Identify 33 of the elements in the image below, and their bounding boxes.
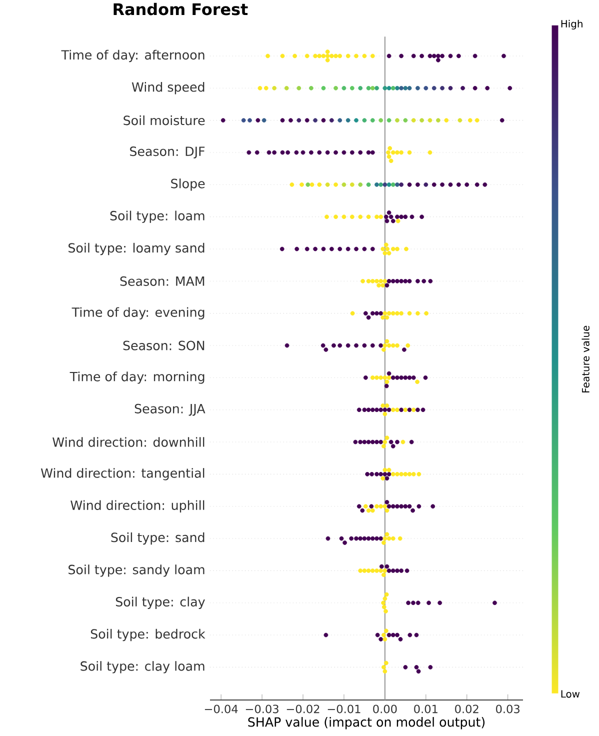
- x-tick-label: −0.04: [204, 704, 238, 714]
- y-tick-label: Time of day: afternoon: [61, 50, 204, 62]
- x-axis-title: SHAP value (impact on model output): [248, 717, 485, 730]
- y-tick-label: Soil type: loam: [110, 210, 204, 223]
- y-tick-label: Time of day: morning: [70, 372, 204, 384]
- y-tick-label: Wind speed: [132, 82, 204, 94]
- chart-title: Random Forest: [114, 2, 248, 16]
- y-tick-label: Wind direction: downhill: [52, 437, 204, 447]
- y-tick-label: Soil type: sandy loam: [68, 564, 204, 577]
- y-tick-label: Soil type: clay loam: [80, 661, 204, 674]
- x-tick-label: 0.02: [455, 704, 478, 714]
- color-bar-label: Low: [561, 690, 580, 698]
- y-tick-label: Season: SON: [123, 340, 204, 350]
- y-tick-label: Soil type: loamy sand: [68, 242, 204, 256]
- y-tick-label: Soil moisture: [124, 115, 205, 126]
- x-tick-label: 0.00: [373, 704, 397, 714]
- y-tick-label: Slope: [171, 178, 205, 191]
- y-tick-label: Wind direction: uphill: [70, 500, 204, 512]
- y-tick-label: Soil type: clay: [116, 596, 205, 609]
- y-tick-label: Wind direction: tangential: [40, 468, 204, 480]
- x-tick-label: 0.03: [496, 704, 520, 714]
- x-tick-label: 0.01: [414, 704, 438, 714]
- y-tick-label: Season: DJF: [130, 146, 205, 158]
- x-tick-label: −0.03: [246, 704, 278, 714]
- x-tick-label: −0.02: [286, 704, 320, 714]
- y-tick-label: Season: MAM: [120, 276, 204, 286]
- color-bar-label: High: [561, 20, 582, 30]
- y-tick-label: Soil type: bedrock: [90, 628, 206, 642]
- y-tick-label: Soil type: sand: [111, 532, 204, 545]
- x-tick-label: −0.01: [328, 704, 360, 714]
- color-bar-title: Feature value: [582, 326, 590, 392]
- y-tick-label: Season: JJA: [134, 404, 206, 416]
- y-tick-label: Time of day: evening: [72, 307, 204, 320]
